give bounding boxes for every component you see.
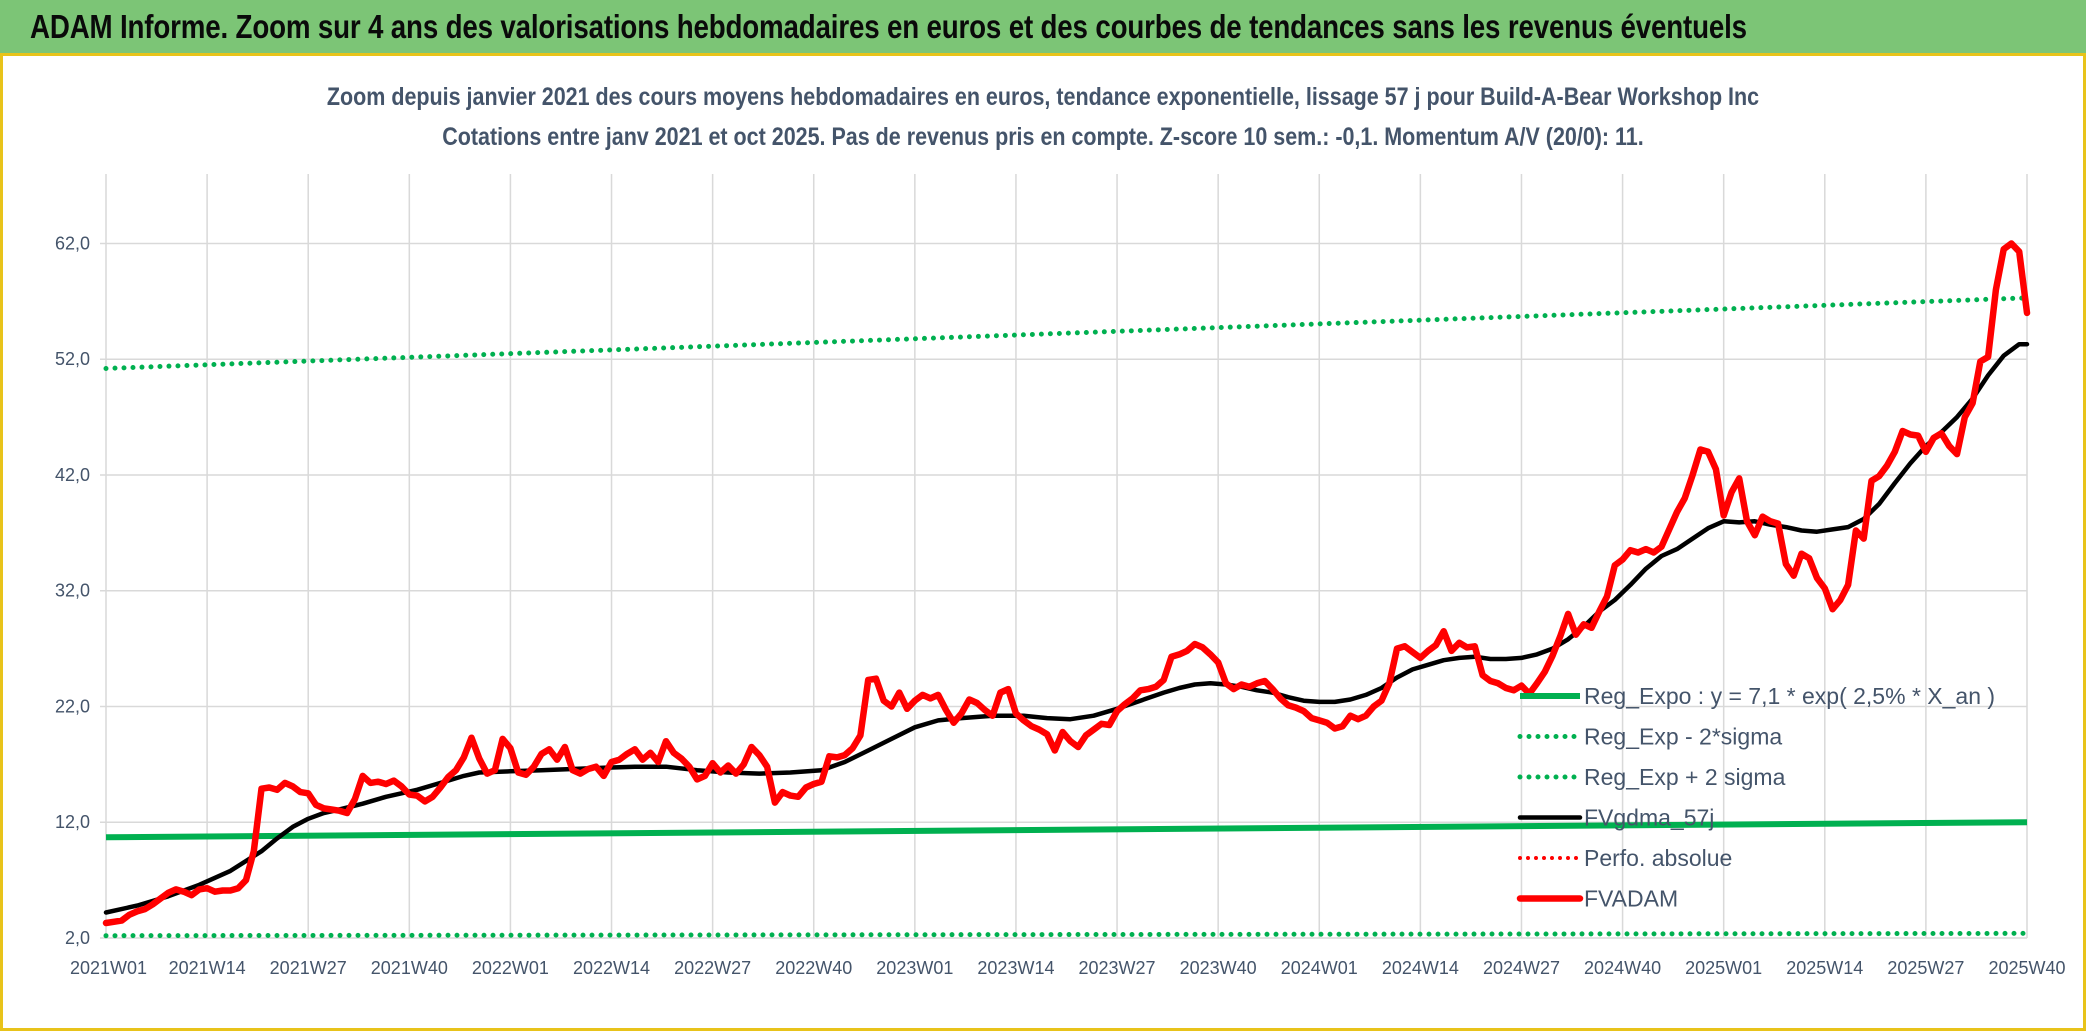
chart-subtitle: Cotations entre janv 2021 et oct 2025. P… <box>442 122 1643 150</box>
x-tick-label: 2025W14 <box>1786 958 1863 978</box>
x-tick-label: 2021W27 <box>270 958 347 978</box>
legend-label: Reg_Exp - 2*sigma <box>1584 724 1782 750</box>
chart-title: Zoom depuis janvier 2021 des cours moyen… <box>327 82 1759 110</box>
frame-border-right <box>2083 56 2086 1031</box>
x-tick-label: 2022W01 <box>472 958 549 978</box>
y-tick-label: 12,0 <box>55 812 90 832</box>
legend-label: FVgdma_57j <box>1584 805 1714 831</box>
x-tick-label: 2025W27 <box>1887 958 1964 978</box>
x-tick-label: 2025W40 <box>1988 958 2065 978</box>
x-axis: 2021W01 2021W14 2021W27 2021W40 2022W01 2022W… <box>70 958 2066 978</box>
series-line-6 <box>102 240 2031 927</box>
x-tick-label: 2024W14 <box>1382 958 1459 978</box>
y-tick-label: 2,0 <box>65 928 90 948</box>
x-tick-label: 2021W14 <box>169 958 246 978</box>
x-tick-label: 2025W01 <box>1685 958 1762 978</box>
y-tick-label: 42,0 <box>55 465 90 485</box>
x-tick-label: 2024W01 <box>1281 958 1358 978</box>
x-tick-label: 2021W01 <box>70 958 147 978</box>
legend-label: Reg_Expo : y = 7,1 * exp( 2,5% * X_an ) <box>1584 683 1995 709</box>
x-tick-label: 2023W14 <box>977 958 1054 978</box>
legend-label: FVADAM <box>1584 886 1678 912</box>
x-tick-label: 2024W40 <box>1584 958 1661 978</box>
x-tick-label: 2022W27 <box>674 958 751 978</box>
legend-label: Reg_Exp + 2 sigma <box>1584 764 1786 790</box>
series-line-2 <box>103 930 2030 939</box>
line-chart: Zoom depuis janvier 2021 des cours moyen… <box>55 82 2066 978</box>
series-group <box>102 240 2031 939</box>
report-title: ADAM Informe. Zoom sur 4 ans des valoris… <box>30 8 1747 45</box>
x-tick-label: 2022W40 <box>775 958 852 978</box>
x-tick-label: 2023W40 <box>1180 958 1257 978</box>
y-axis: 2,0 12,0 22,0 32,0 42,0 52,0 62,0 <box>55 233 90 948</box>
y-tick-label: 22,0 <box>55 696 90 716</box>
series-line-3 <box>103 295 2030 371</box>
y-tick-label: 32,0 <box>55 581 90 601</box>
y-tick-label: 62,0 <box>55 233 90 253</box>
x-tick-label: 2021W40 <box>371 958 448 978</box>
x-tick-label: 2023W27 <box>1079 958 1156 978</box>
x-tick-label: 2024W27 <box>1483 958 1560 978</box>
y-tick-label: 52,0 <box>55 349 90 369</box>
frame-border-left <box>0 56 3 1031</box>
legend-label: Perfo. absolue <box>1584 845 1732 871</box>
legend: Reg_Expo : y = 7,1 * exp( 2,5% * X_an ) R… <box>1516 683 1995 912</box>
frame-border-bottom <box>0 1028 2086 1031</box>
x-tick-label: 2022W14 <box>573 958 650 978</box>
x-tick-label: 2023W01 <box>876 958 953 978</box>
report-header: ADAM Informe. Zoom sur 4 ans des valoris… <box>0 0 2086 56</box>
grid <box>100 174 2028 939</box>
series-line-1 <box>105 819 2028 841</box>
